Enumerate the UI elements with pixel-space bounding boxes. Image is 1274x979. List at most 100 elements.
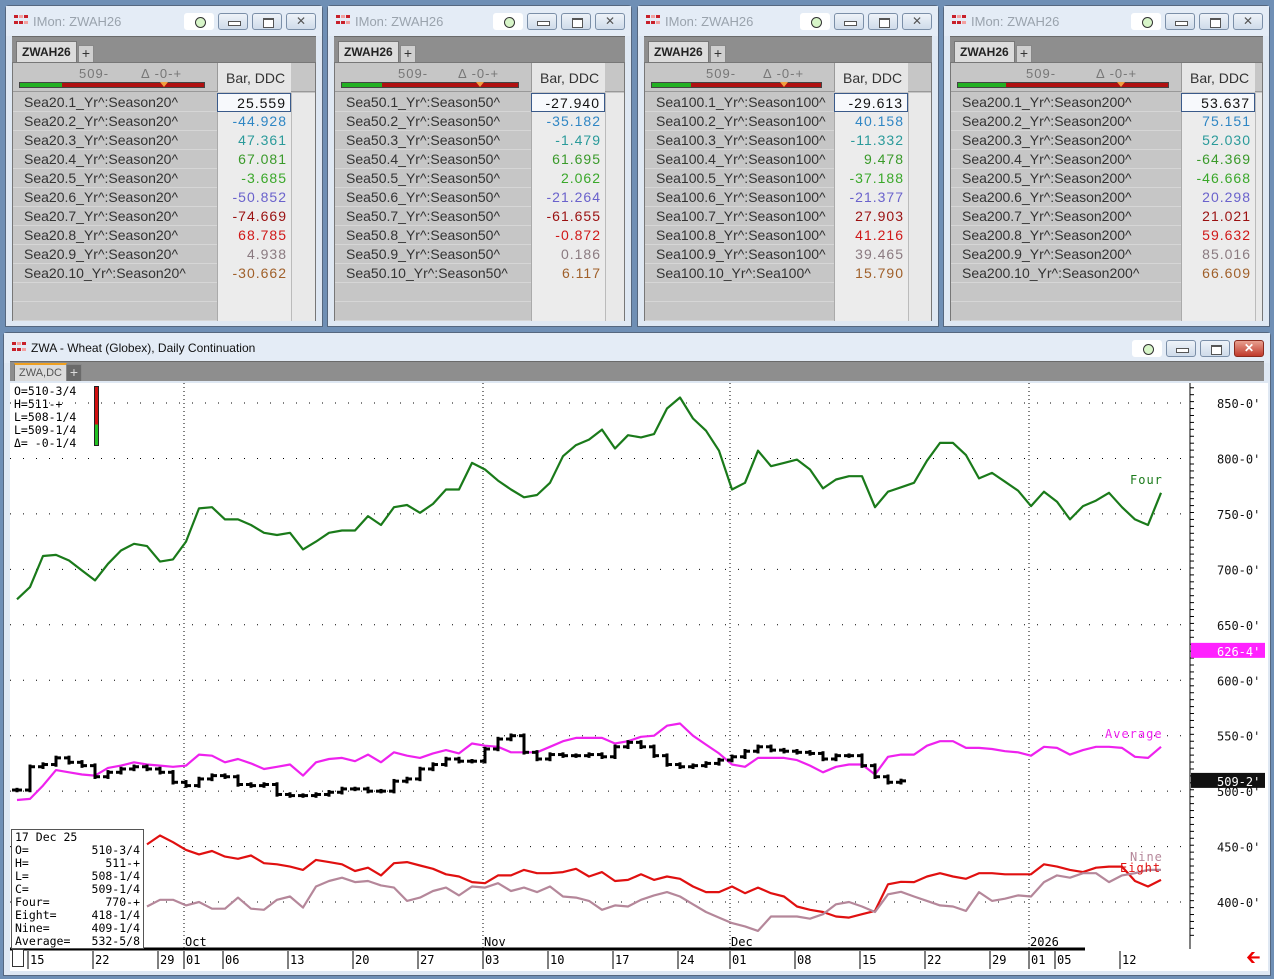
table-row[interactable]: Sea20.8_Yr^:Season20^ 68.785: [13, 226, 315, 245]
table-row[interactable]: Sea200.7_Yr^:Season200^ 21.021: [951, 207, 1262, 226]
row-value[interactable]: 75.151: [1181, 112, 1255, 131]
tab-zwah26[interactable]: ZWAH26: [16, 41, 77, 62]
table-row[interactable]: Sea100.9_Yr^:Season100^ 39.465: [645, 245, 931, 264]
imon-titlebar[interactable]: IMon: ZWAH26: [328, 6, 631, 36]
minimize-button[interactable]: [1165, 13, 1195, 30]
maximize-button[interactable]: [561, 13, 591, 30]
table-row[interactable]: Sea50.8_Yr^:Season50^ -0.872: [335, 226, 624, 245]
table-row[interactable]: Sea20.2_Yr^:Season20^ -44.928: [13, 112, 315, 131]
table-row[interactable]: Sea100.5_Yr^:Season100^ -37.188: [645, 169, 931, 188]
row-value[interactable]: 67.081: [217, 150, 291, 169]
column-header[interactable]: Bar, DDC: [834, 63, 908, 92]
row-value[interactable]: 15.790: [834, 264, 908, 283]
row-value[interactable]: 20.298: [1181, 188, 1255, 207]
close-button[interactable]: [902, 13, 932, 30]
row-value[interactable]: 4.938: [217, 245, 291, 264]
row-value[interactable]: 39.465: [834, 245, 908, 264]
row-value[interactable]: -44.928: [217, 112, 291, 131]
row-value[interactable]: 68.785: [217, 226, 291, 245]
table-row[interactable]: Sea20.9_Yr^:Season20^ 4.938: [13, 245, 315, 264]
table-row[interactable]: Sea200.8_Yr^:Season200^ 59.632: [951, 226, 1262, 245]
table-row[interactable]: Sea200.4_Yr^:Season200^ -64.369: [951, 150, 1262, 169]
table-row[interactable]: Sea50.1_Yr^:Season50^ -27.940: [335, 93, 624, 112]
row-value[interactable]: -0.872: [531, 226, 605, 245]
row-value[interactable]: -64.369: [1181, 150, 1255, 169]
table-row[interactable]: Sea100.4_Yr^:Season100^ 9.478: [645, 150, 931, 169]
row-value[interactable]: -35.182: [531, 112, 605, 131]
imon-titlebar[interactable]: IMon: ZWAH26: [944, 6, 1269, 36]
table-row[interactable]: Sea200.6_Yr^:Season200^ 20.298: [951, 188, 1262, 207]
table-row[interactable]: Sea50.9_Yr^:Season50^ 0.186: [335, 245, 624, 264]
row-value[interactable]: 21.021: [1181, 207, 1255, 226]
minimize-button[interactable]: [834, 13, 864, 30]
row-value[interactable]: -46.668: [1181, 169, 1255, 188]
row-value[interactable]: -21.377: [834, 188, 908, 207]
add-tab-button[interactable]: +: [1016, 45, 1032, 62]
row-value[interactable]: 59.632: [1181, 226, 1255, 245]
table-row[interactable]: Sea20.1_Yr^:Season20^ 25.559: [13, 93, 315, 112]
table-row[interactable]: Sea100.3_Yr^:Season100^ -11.332: [645, 131, 931, 150]
chart-svg[interactable]: 850-0' 800-0' 750-0' 700-0' 650-0' 600-0' 550-…: [10, 380, 1268, 971]
row-value[interactable]: -37.188: [834, 169, 908, 188]
close-button[interactable]: [286, 13, 316, 30]
tab-zwa-dc[interactable]: ZWA,DC: [14, 363, 67, 381]
imon-titlebar[interactable]: IMon: ZWAH26: [638, 6, 938, 36]
table-row[interactable]: Sea50.7_Yr^:Season50^ -61.655: [335, 207, 624, 226]
row-value[interactable]: 53.637: [1181, 93, 1255, 112]
row-value[interactable]: 66.609: [1181, 264, 1255, 283]
close-button[interactable]: [595, 13, 625, 30]
maximize-button[interactable]: [868, 13, 898, 30]
table-row[interactable]: Sea100.10_Yr^:Sea100^ 15.790: [645, 264, 931, 283]
row-value[interactable]: 40.158: [834, 112, 908, 131]
row-value[interactable]: -74.669: [217, 207, 291, 226]
price-chart[interactable]: 850-0' 800-0' 750-0' 700-0' 650-0' 600-0' 550-…: [10, 380, 1268, 971]
table-row[interactable]: Sea100.6_Yr^:Season100^ -21.377: [645, 188, 931, 207]
column-header[interactable]: Bar, DDC: [217, 63, 291, 92]
link-status-button[interactable]: [1131, 13, 1161, 30]
add-tab-button[interactable]: +: [78, 45, 94, 62]
minimize-button[interactable]: [218, 13, 248, 30]
minimize-button[interactable]: [527, 13, 557, 30]
table-row[interactable]: Sea200.9_Yr^:Season200^ 85.016: [951, 245, 1262, 264]
table-row[interactable]: Sea100.1_Yr^:Season100^ -29.613: [645, 93, 931, 112]
table-row[interactable]: Sea200.1_Yr^:Season200^ 53.637: [951, 93, 1262, 112]
row-value[interactable]: 27.903: [834, 207, 908, 226]
table-row[interactable]: Sea200.3_Yr^:Season200^ 52.030: [951, 131, 1262, 150]
table-row[interactable]: Sea50.10_Yr^:Season50^ 6.117: [335, 264, 624, 283]
close-button[interactable]: [1234, 340, 1264, 357]
table-row[interactable]: Sea50.2_Yr^:Season50^ -35.182: [335, 112, 624, 131]
row-value[interactable]: 41.216: [834, 226, 908, 245]
maximize-button[interactable]: [1200, 340, 1230, 357]
table-row[interactable]: Sea200.5_Yr^:Season200^ -46.668: [951, 169, 1262, 188]
column-header[interactable]: Bar, DDC: [531, 63, 605, 92]
tab-zwah26[interactable]: ZWAH26: [954, 41, 1015, 62]
row-value[interactable]: -61.655: [531, 207, 605, 226]
table-row[interactable]: Sea20.5_Yr^:Season20^ -3.685: [13, 169, 315, 188]
chart-titlebar[interactable]: ZWA - Wheat (Globex), Daily Continuation: [4, 333, 1270, 363]
table-row[interactable]: Sea50.5_Yr^:Season50^ 2.062: [335, 169, 624, 188]
scroll-right-arrow-icon[interactable]: 🡰: [1246, 947, 1261, 967]
row-value[interactable]: -1.479: [531, 131, 605, 150]
row-value[interactable]: 2.062: [531, 169, 605, 188]
row-value[interactable]: -27.940: [531, 93, 605, 112]
link-status-button[interactable]: [1132, 340, 1162, 357]
table-row[interactable]: Sea100.2_Yr^:Season100^ 40.158: [645, 112, 931, 131]
table-row[interactable]: Sea50.4_Yr^:Season50^ 61.695: [335, 150, 624, 169]
table-row[interactable]: Sea100.8_Yr^:Season100^ 41.216: [645, 226, 931, 245]
row-value[interactable]: 52.030: [1181, 131, 1255, 150]
minimize-button[interactable]: [1166, 340, 1196, 357]
imon-titlebar[interactable]: IMon: ZWAH26: [6, 6, 322, 36]
link-status-button[interactable]: [493, 13, 523, 30]
row-value[interactable]: -11.332: [834, 131, 908, 150]
row-value[interactable]: -50.852: [217, 188, 291, 207]
table-row[interactable]: Sea20.10_Yr^:Season20^ -30.662: [13, 264, 315, 283]
row-value[interactable]: -21.264: [531, 188, 605, 207]
table-row[interactable]: Sea20.6_Yr^:Season20^ -50.852: [13, 188, 315, 207]
table-row[interactable]: Sea50.3_Yr^:Season50^ -1.479: [335, 131, 624, 150]
row-value[interactable]: 9.478: [834, 150, 908, 169]
table-row[interactable]: Sea200.10_Yr^:Season200^ 66.609: [951, 264, 1262, 283]
table-row[interactable]: Sea50.6_Yr^:Season50^ -21.264: [335, 188, 624, 207]
table-row[interactable]: Sea20.7_Yr^:Season20^ -74.669: [13, 207, 315, 226]
row-value[interactable]: 25.559: [217, 93, 291, 112]
table-row[interactable]: Sea20.3_Yr^:Season20^ 47.361: [13, 131, 315, 150]
